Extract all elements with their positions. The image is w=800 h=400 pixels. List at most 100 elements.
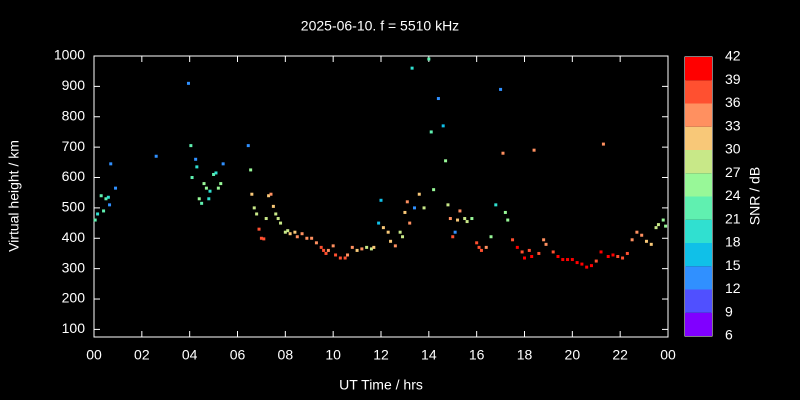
x-tick-label: 08 bbox=[278, 347, 294, 363]
data-point bbox=[208, 189, 212, 193]
data-point bbox=[346, 253, 350, 257]
data-point bbox=[656, 223, 660, 227]
data-point bbox=[444, 159, 448, 163]
y-tick-label: 600 bbox=[62, 168, 86, 184]
data-point bbox=[189, 144, 193, 148]
data-point bbox=[106, 195, 110, 199]
colorbar-bin bbox=[685, 80, 712, 104]
data-point bbox=[594, 259, 598, 263]
data-point bbox=[616, 254, 620, 258]
data-point bbox=[580, 262, 584, 266]
data-point bbox=[93, 218, 97, 222]
colorbar-tick-label: 6 bbox=[725, 327, 733, 343]
data-point bbox=[96, 212, 100, 216]
data-point bbox=[204, 186, 208, 190]
data-point bbox=[271, 204, 275, 208]
data-point bbox=[601, 142, 605, 146]
y-tick-label: 700 bbox=[62, 138, 86, 154]
data-point bbox=[649, 242, 653, 246]
data-point bbox=[661, 218, 665, 222]
data-point bbox=[405, 200, 409, 204]
colorbar-bin bbox=[685, 289, 712, 313]
chart-title: 2025-06-10. f = 5510 kHz bbox=[301, 18, 459, 34]
data-point bbox=[249, 168, 253, 172]
colorbar-bin bbox=[685, 126, 712, 150]
data-point bbox=[401, 235, 405, 239]
data-point bbox=[197, 197, 201, 201]
x-tick-label: 14 bbox=[421, 347, 437, 363]
y-tick-label: 900 bbox=[62, 77, 86, 93]
x-tick-label: 04 bbox=[182, 347, 198, 363]
data-point bbox=[310, 236, 314, 240]
data-point bbox=[300, 232, 304, 236]
data-point bbox=[494, 203, 498, 207]
x-tick-label: 10 bbox=[325, 347, 341, 363]
data-point bbox=[207, 197, 211, 201]
colorbar-tick-label: 24 bbox=[725, 187, 741, 203]
data-point bbox=[102, 209, 106, 213]
x-tick-label: 02 bbox=[134, 347, 150, 363]
data-point bbox=[200, 201, 204, 205]
data-point bbox=[412, 206, 416, 210]
data-point bbox=[530, 254, 534, 258]
colorbar-tick-label: 21 bbox=[725, 210, 741, 226]
data-point bbox=[355, 248, 359, 252]
data-point bbox=[417, 192, 421, 196]
y-tick-label: 1000 bbox=[54, 47, 85, 63]
data-point bbox=[269, 192, 273, 196]
data-point bbox=[403, 210, 407, 214]
data-point bbox=[372, 245, 376, 249]
x-tick-label: 18 bbox=[517, 347, 533, 363]
data-point bbox=[484, 245, 488, 249]
colorbar-tick-label: 33 bbox=[725, 117, 741, 133]
colorbar-tick-label: 36 bbox=[725, 94, 741, 110]
data-point bbox=[408, 221, 412, 225]
data-point bbox=[436, 97, 440, 101]
colorbar-tick-label: 39 bbox=[725, 71, 741, 87]
data-point bbox=[279, 221, 283, 225]
data-point bbox=[286, 229, 290, 233]
colorbar-label: SNR / dB bbox=[747, 167, 763, 225]
data-point bbox=[664, 224, 668, 228]
data-point bbox=[537, 251, 541, 255]
data-point bbox=[458, 209, 462, 213]
data-point bbox=[195, 165, 199, 169]
colorbar-bin bbox=[685, 57, 712, 81]
data-point bbox=[606, 254, 610, 258]
data-point bbox=[331, 244, 335, 248]
data-point bbox=[186, 81, 190, 85]
data-point bbox=[221, 162, 225, 166]
data-point bbox=[381, 226, 385, 230]
x-tick-label: 22 bbox=[612, 347, 628, 363]
data-point bbox=[379, 198, 383, 202]
data-point bbox=[326, 248, 330, 252]
data-point bbox=[575, 261, 579, 265]
data-point bbox=[499, 87, 503, 91]
x-axis-label: UT Time / hrs bbox=[339, 377, 423, 393]
data-point bbox=[104, 197, 108, 201]
colorbar-bin bbox=[685, 219, 712, 243]
data-point bbox=[625, 251, 629, 255]
colorbar-bin bbox=[685, 266, 712, 290]
data-point bbox=[154, 154, 158, 158]
data-point bbox=[216, 186, 220, 190]
x-tick-label: 06 bbox=[230, 347, 246, 363]
data-point bbox=[255, 212, 259, 216]
data-point bbox=[511, 238, 515, 242]
colorbar-bin bbox=[685, 243, 712, 267]
data-point bbox=[503, 210, 507, 214]
data-point bbox=[365, 245, 369, 249]
data-point bbox=[350, 245, 354, 249]
data-point bbox=[523, 256, 526, 260]
data-point bbox=[501, 151, 505, 155]
data-point bbox=[262, 237, 266, 241]
data-point bbox=[108, 203, 112, 207]
data-point bbox=[322, 248, 326, 252]
data-point bbox=[250, 192, 254, 196]
data-point bbox=[267, 194, 271, 198]
x-tick-label: 12 bbox=[373, 347, 389, 363]
y-tick-label: 300 bbox=[62, 259, 86, 275]
data-point bbox=[640, 233, 644, 237]
data-point bbox=[621, 256, 625, 260]
